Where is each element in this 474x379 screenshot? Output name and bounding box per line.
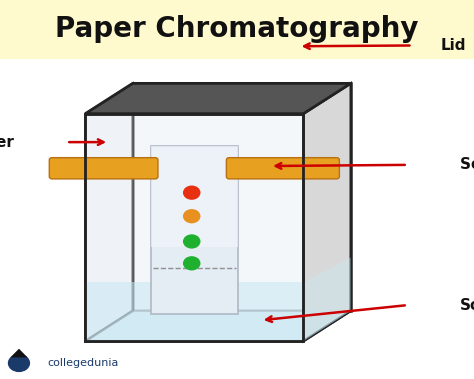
Text: Solvent: Solvent — [460, 298, 474, 313]
Circle shape — [9, 355, 29, 371]
Text: Lid: Lid — [441, 38, 466, 53]
FancyBboxPatch shape — [227, 158, 339, 179]
Polygon shape — [85, 83, 351, 114]
Text: Paper Chromatography: Paper Chromatography — [55, 16, 419, 43]
Polygon shape — [85, 311, 351, 341]
Text: collegedunia: collegedunia — [47, 358, 119, 368]
Circle shape — [183, 186, 200, 199]
Polygon shape — [303, 258, 351, 341]
Text: Paper: Paper — [0, 135, 14, 150]
FancyBboxPatch shape — [85, 282, 303, 341]
FancyBboxPatch shape — [151, 146, 238, 246]
Text: Solvent Front: Solvent Front — [460, 157, 474, 172]
Circle shape — [183, 210, 200, 222]
FancyBboxPatch shape — [85, 114, 303, 341]
Polygon shape — [303, 83, 351, 341]
FancyBboxPatch shape — [151, 146, 238, 314]
Circle shape — [183, 235, 200, 248]
Polygon shape — [133, 83, 351, 311]
Circle shape — [183, 257, 200, 270]
Polygon shape — [85, 83, 133, 341]
Polygon shape — [85, 311, 351, 341]
FancyBboxPatch shape — [49, 158, 158, 179]
FancyBboxPatch shape — [0, 0, 474, 59]
Polygon shape — [10, 349, 27, 357]
